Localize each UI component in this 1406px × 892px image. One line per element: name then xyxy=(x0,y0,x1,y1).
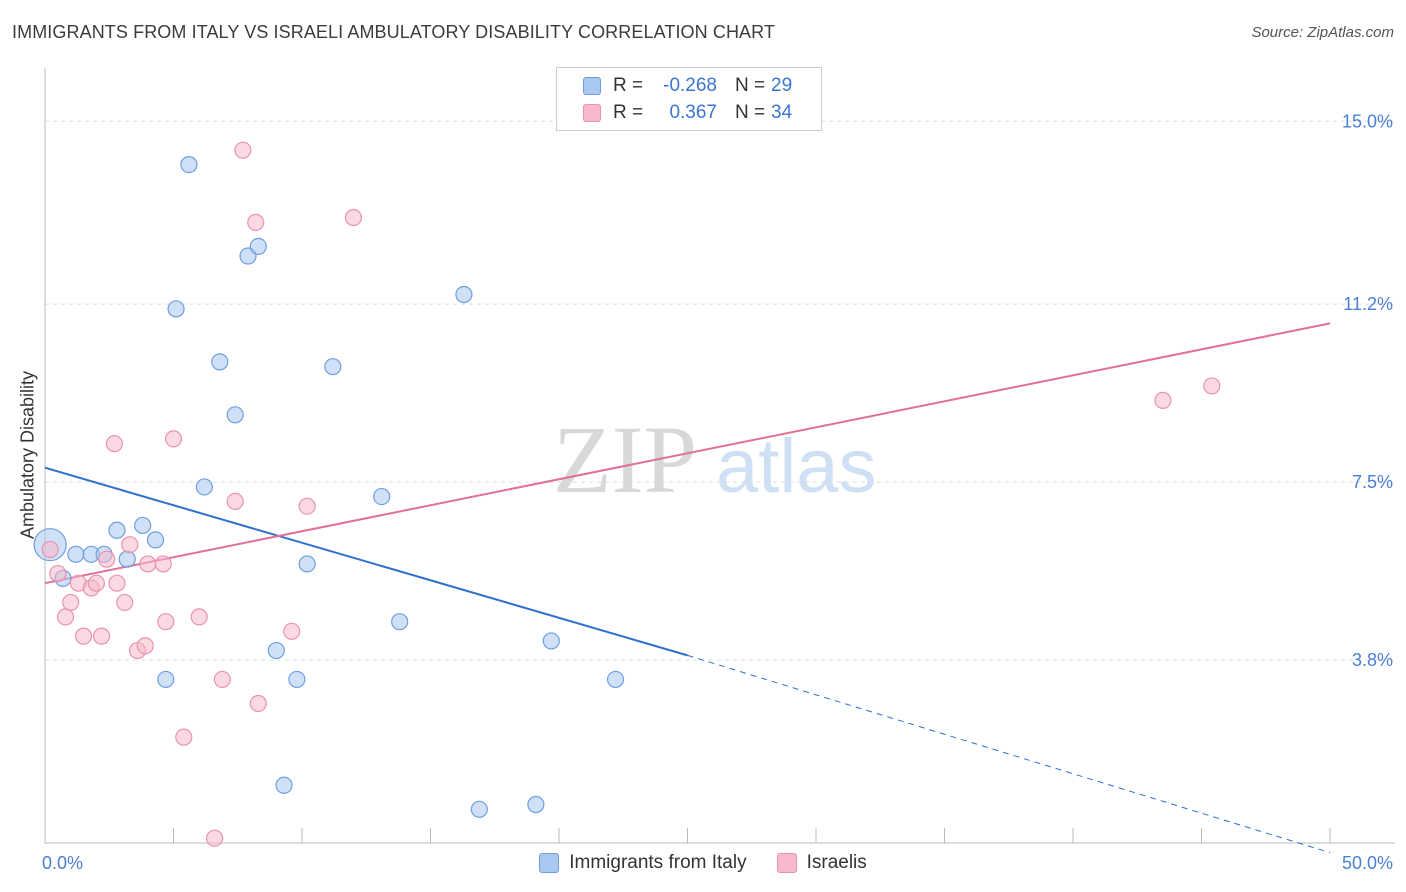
legend-swatch-blue xyxy=(539,853,560,873)
point-italy xyxy=(67,545,85,563)
n-value: 29 xyxy=(771,75,793,96)
correlation-legend: R = -0.268 N = 29 R = 0.367 N = 34 xyxy=(556,67,822,131)
point-israelis xyxy=(164,430,183,448)
point-italy xyxy=(288,670,306,689)
y-tick-label: 7.5% xyxy=(1352,472,1393,492)
r-label: R = xyxy=(613,75,644,96)
chart-title: IMMIGRANTS FROM ITALY VS ISRAELI AMBULAT… xyxy=(12,22,776,42)
point-italy xyxy=(108,521,126,539)
point-israelis xyxy=(206,829,224,847)
source-credit: Source: ZipAtlas.com xyxy=(1251,24,1394,41)
y-tick-label: 3.8% xyxy=(1352,650,1393,670)
legend-row-italy: R = -0.268 N = 29 xyxy=(583,74,792,98)
point-israelis xyxy=(234,141,252,159)
point-israelis xyxy=(247,213,265,231)
trendlines xyxy=(44,322,1331,854)
tick-labels: 3.8% 7.5% 11.2% 15.0% 0.0% 50.0% xyxy=(42,111,1393,873)
trendline-israelis xyxy=(44,322,1331,585)
point-italy xyxy=(226,406,244,424)
point-italy xyxy=(267,641,285,660)
legend-swatch-pink xyxy=(583,104,601,122)
point-israelis xyxy=(154,555,172,573)
watermark-atlas: atlas xyxy=(716,424,877,509)
point-italy xyxy=(211,353,229,371)
point-italy xyxy=(298,555,316,573)
point-italy xyxy=(134,516,152,535)
point-italy xyxy=(157,670,175,689)
point-italy xyxy=(195,478,213,496)
watermark: ZIP atlas xyxy=(553,406,877,513)
watermark-zip: ZIP xyxy=(553,406,697,513)
n-label: N = xyxy=(735,75,766,96)
point-italy xyxy=(527,795,545,814)
point-israelis xyxy=(116,593,134,612)
data-points xyxy=(33,141,1221,847)
point-italy xyxy=(606,670,625,689)
point-italy xyxy=(249,237,267,255)
point-italy xyxy=(373,487,391,506)
point-italy xyxy=(180,156,198,174)
point-israelis xyxy=(1154,391,1172,409)
point-italy xyxy=(470,800,488,818)
point-italy xyxy=(146,531,165,549)
point-italy xyxy=(118,550,136,568)
point-italy xyxy=(167,300,185,318)
point-israelis xyxy=(298,497,316,515)
point-italy xyxy=(324,358,342,376)
r-value: 0.367 xyxy=(669,102,717,123)
point-israelis xyxy=(108,574,126,592)
point-israelis xyxy=(213,670,231,689)
n-value: 34 xyxy=(771,102,793,123)
point-israelis xyxy=(56,608,75,626)
point-italy xyxy=(391,613,409,631)
legend-label: Immigrants from Italy xyxy=(569,852,747,873)
point-israelis xyxy=(62,593,80,612)
series-legend: Immigrants from Italy Israelis xyxy=(0,852,1406,874)
n-label: N = xyxy=(735,102,766,123)
point-israelis xyxy=(121,536,139,554)
grid-layer xyxy=(45,120,1395,661)
legend-item-italy[interactable]: Immigrants from Italy xyxy=(539,852,747,874)
point-israelis xyxy=(249,694,267,713)
r-value: -0.268 xyxy=(663,75,717,96)
r-label: R = xyxy=(613,102,644,123)
point-italy xyxy=(542,632,560,650)
point-israelis xyxy=(136,637,154,655)
point-israelis xyxy=(92,627,111,645)
point-israelis xyxy=(87,574,106,592)
point-italy xyxy=(455,285,473,304)
point-israelis xyxy=(190,608,208,626)
point-israelis xyxy=(344,208,362,227)
point-israelis xyxy=(105,435,123,453)
point-israelis xyxy=(41,540,59,559)
legend-label: Israelis xyxy=(806,852,867,873)
legend-item-israelis[interactable]: Israelis xyxy=(776,852,867,874)
legend-row-israelis: R = 0.367 N = 34 xyxy=(583,101,792,125)
point-israelis xyxy=(1203,377,1221,395)
y-tick-label: 11.2% xyxy=(1343,294,1393,314)
point-israelis xyxy=(283,622,301,640)
trendline-italy xyxy=(44,466,688,657)
legend-swatch-blue xyxy=(583,77,601,95)
point-italy xyxy=(275,776,293,794)
legend-swatch-pink xyxy=(776,853,797,873)
x-tick-label: 50.0% xyxy=(1342,853,1393,873)
point-israelis xyxy=(49,564,67,583)
point-israelis xyxy=(98,550,116,568)
x-tick-label: 0.0% xyxy=(42,853,83,873)
point-israelis xyxy=(74,627,93,645)
point-israelis xyxy=(157,613,175,631)
y-tick-label: 15.0% xyxy=(1342,111,1393,131)
point-israelis xyxy=(226,492,244,510)
point-israelis xyxy=(175,728,193,746)
axis-layer xyxy=(44,68,1395,844)
trendline-italy-extension xyxy=(687,654,1331,854)
point-israelis xyxy=(139,555,157,573)
